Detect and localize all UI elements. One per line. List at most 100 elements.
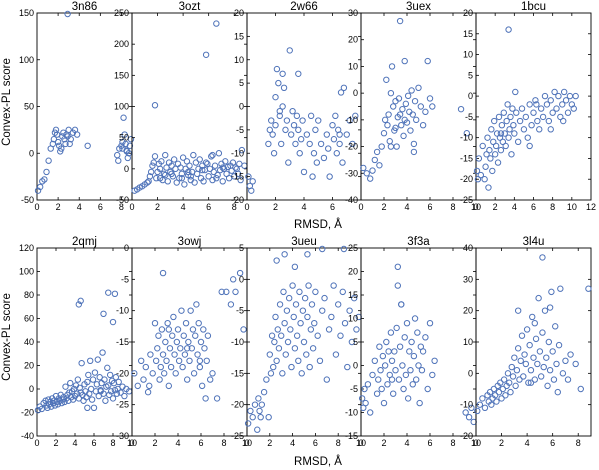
data-point	[280, 84, 288, 92]
data-point	[182, 320, 190, 327]
data-point	[260, 388, 268, 396]
data-point	[553, 360, 560, 368]
data-point	[123, 147, 130, 154]
data-point	[514, 307, 522, 314]
data-point	[238, 146, 246, 154]
data-point	[208, 153, 215, 160]
data-point	[162, 151, 169, 159]
data-point	[392, 124, 399, 132]
data-point	[497, 146, 505, 154]
data-point	[491, 117, 498, 125]
x-tick-label: 12	[586, 202, 596, 212]
data-point	[572, 92, 579, 100]
data-point	[521, 351, 528, 358]
data-point	[429, 103, 436, 110]
data-point	[58, 399, 65, 407]
data-point	[191, 179, 198, 186]
data-point	[213, 174, 220, 182]
y-tick-label: -10	[116, 306, 129, 316]
data-point	[257, 414, 264, 421]
data-point	[186, 162, 193, 169]
data-point	[200, 326, 207, 333]
panel-2w66: 2w66 0 2 4 6 -20 -15 -10 -5 0 5 10 15 20	[231, 1, 362, 212]
data-point	[94, 356, 102, 363]
data-point	[227, 301, 235, 308]
data-point	[169, 332, 176, 339]
data-point	[341, 320, 349, 327]
data-point	[526, 142, 533, 150]
y-tick-label: -10	[345, 408, 358, 418]
y-tick-label: -30	[116, 431, 129, 441]
y-tick-label: -10	[345, 115, 358, 125]
data-point	[336, 140, 343, 148]
data-point	[51, 402, 59, 409]
x-tick-label: 0	[129, 202, 134, 212]
data-point	[479, 395, 486, 402]
data-point	[487, 155, 494, 162]
y-tick-label: 40	[463, 243, 473, 253]
data-point	[549, 348, 556, 355]
data-point	[514, 345, 522, 352]
y-tick-label: -15	[460, 153, 473, 163]
data-point	[395, 376, 403, 383]
data-point	[222, 158, 229, 165]
x-tick-label: 8	[110, 438, 115, 448]
plot-frame	[246, 12, 362, 201]
data-point	[525, 379, 532, 386]
data-point	[295, 126, 302, 134]
data-point	[284, 338, 292, 346]
data-point	[562, 357, 569, 364]
data-point	[142, 363, 150, 371]
x-tick-label: 10	[567, 202, 577, 212]
y-tick-label: -20	[21, 408, 34, 418]
data-point	[502, 142, 509, 150]
data-point	[298, 370, 305, 377]
panel-title: 1bcu	[521, 1, 546, 13]
data-point	[417, 103, 424, 110]
data-point	[400, 132, 407, 140]
y-tick-label: -40	[345, 195, 358, 205]
data-point	[483, 151, 490, 158]
data-point	[188, 345, 196, 352]
data-point	[209, 370, 216, 377]
data-point	[197, 338, 205, 346]
data-point	[307, 326, 315, 333]
data-point	[170, 313, 177, 321]
data-point	[498, 122, 506, 129]
data-point	[499, 138, 507, 146]
data-point	[544, 382, 551, 390]
data-point	[502, 392, 509, 399]
data-point	[156, 165, 164, 173]
data-point	[160, 170, 168, 178]
panel-title: 2w66	[290, 1, 318, 13]
data-point	[124, 154, 131, 162]
data-points	[473, 26, 579, 191]
data-point	[189, 326, 197, 333]
data-point	[285, 294, 293, 302]
data-point	[396, 17, 404, 25]
data-point	[419, 122, 427, 129]
data-point	[491, 392, 499, 399]
data-point	[413, 376, 420, 383]
data-point	[249, 178, 256, 185]
data-point	[531, 320, 538, 327]
data-point	[145, 178, 152, 185]
data-point	[493, 398, 500, 405]
data-point	[215, 150, 223, 157]
panel-1bcu: 1bcu 0 2 4 6 8 10 12 -25 -20 -15 -10 -5 0 5 10 15 20	[460, 1, 596, 212]
data-point	[207, 376, 214, 383]
data-point	[409, 111, 416, 118]
data-point	[159, 269, 167, 277]
data-point	[378, 143, 385, 150]
y-tick-label: -50	[116, 195, 129, 205]
data-point	[255, 395, 262, 402]
data-point	[300, 168, 308, 176]
data-point	[543, 354, 550, 361]
y-tick-label: 0	[124, 164, 129, 174]
data-point	[168, 170, 175, 178]
data-point	[273, 65, 281, 73]
y-tick-label: 0	[124, 243, 129, 253]
data-point	[503, 117, 510, 125]
data-point	[396, 343, 404, 350]
